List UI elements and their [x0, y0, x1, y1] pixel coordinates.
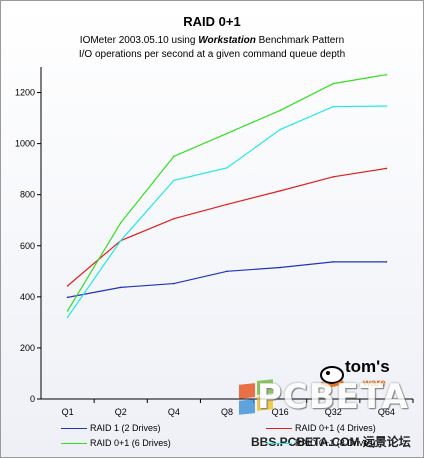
y-tick-label: 200	[20, 343, 35, 353]
series-point	[332, 82, 335, 85]
subtitle-emphasis: Workstation	[198, 35, 256, 46]
logo-suffix: ware	[363, 378, 386, 389]
series-point	[66, 296, 69, 299]
legend-label: RAID 0+1 (6 Drives)	[90, 438, 171, 448]
logo-text: tom's	[345, 357, 390, 376]
series-point	[173, 282, 175, 285]
legend-swatch	[266, 427, 292, 429]
series-point	[66, 285, 69, 287]
series-point	[119, 286, 122, 289]
x-tick-label: Q2	[115, 407, 127, 417]
legend-swatch	[61, 427, 87, 429]
series-point	[385, 167, 388, 170]
series-point	[119, 239, 122, 242]
subtitle-prefix: IOMeter 2003.05.10 using	[79, 35, 199, 46]
series-point	[119, 221, 122, 224]
chart-title: RAID 0+1	[183, 14, 241, 29]
series-point	[279, 190, 281, 192]
series-point	[279, 128, 281, 131]
series-point	[173, 155, 175, 158]
legend-label: RAID 0+1 (4 Drives)	[295, 423, 376, 433]
series-line	[67, 105, 387, 318]
legend-item: RAID 0+1 (6 Drives)	[61, 436, 171, 450]
series-point	[226, 270, 228, 273]
series-line	[67, 261, 387, 298]
y-tick-label: 1200	[15, 88, 35, 98]
x-tick-label: Q16	[272, 407, 289, 417]
y-tick-label: 600	[20, 241, 35, 251]
chart-legend: RAID 1 (2 Drives) RAID 0+1 (4 Drives) RAID…	[61, 421, 401, 455]
legend-item: RAID 0+1 (4 Drives)	[266, 421, 376, 435]
series-line	[67, 74, 387, 312]
series-point	[385, 73, 388, 76]
y-tick-label: 0	[30, 394, 35, 404]
watermark-url: BBS.PCBETA.COM 远景论坛	[251, 435, 411, 449]
x-tick-label: Q32	[325, 407, 342, 417]
series-point	[332, 176, 335, 178]
x-tick-label: Q8	[221, 407, 233, 417]
toms-hardware-logo: tom's ware	[319, 357, 419, 397]
series-point	[226, 203, 228, 206]
series-point	[226, 132, 228, 135]
legend-label: RAID 0+1 (8 Drives)	[295, 438, 376, 448]
x-tick-label: Q64	[378, 407, 395, 417]
series-line	[67, 167, 387, 287]
series-point	[66, 310, 69, 312]
chart-subtitle: IOMeter 2003.05.10 using Workstation Ben…	[1, 34, 423, 62]
series-point	[226, 167, 228, 169]
x-tick-label: Q1	[62, 407, 74, 417]
series-point	[279, 109, 281, 112]
watermark-text: PCBETA	[257, 377, 409, 417]
series-point	[385, 105, 388, 107]
series-point	[173, 217, 175, 220]
series-point	[385, 261, 388, 263]
series-point	[173, 179, 175, 182]
y-tick-label: 400	[20, 292, 35, 302]
series-point	[279, 266, 281, 269]
subtitle-line-1: IOMeter 2003.05.10 using Workstation Ben…	[1, 34, 423, 48]
windows-flag-icon	[239, 379, 273, 415]
y-tick-label: 800	[20, 190, 35, 200]
legend-item: RAID 0+1 (8 Drives)	[266, 436, 376, 450]
x-tick-label: Q4	[168, 407, 180, 417]
legend-label: RAID 1 (2 Drives)	[90, 423, 161, 433]
subtitle-line-2: I/O operations per second at a given com…	[78, 49, 346, 60]
subtitle-suffix: Benchmark Pattern	[255, 35, 345, 46]
series-point	[66, 316, 69, 319]
series-point	[332, 105, 335, 108]
legend-item: RAID 1 (2 Drives)	[61, 421, 161, 435]
legend-swatch	[61, 442, 87, 444]
legend-swatch	[266, 442, 292, 444]
series-point	[332, 261, 335, 263]
watermark: PCBETA	[237, 377, 408, 423]
mouse-logo-icon	[320, 366, 344, 387]
y-tick-label: 1000	[15, 139, 35, 149]
